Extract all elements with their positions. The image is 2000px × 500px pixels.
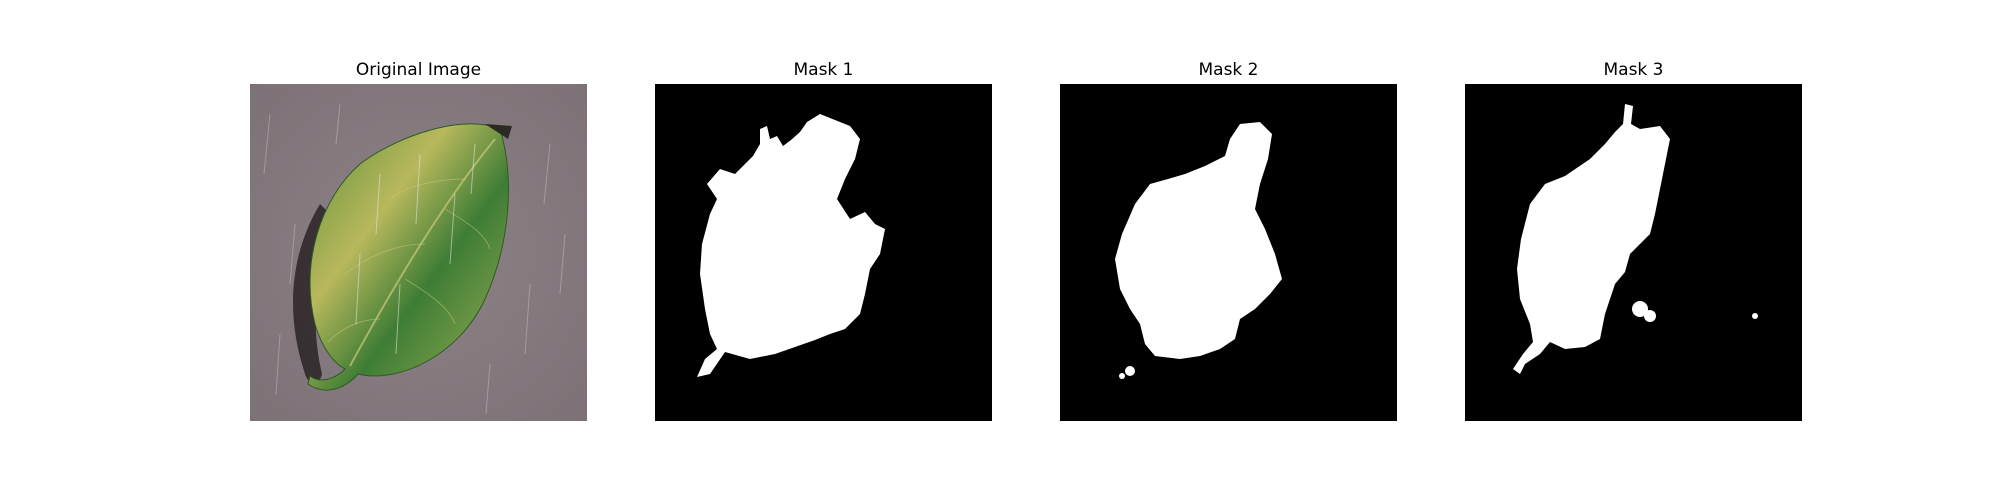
mask-1 [655,84,992,421]
leaf-shape [307,123,509,391]
panel-title: Mask 3 [1603,60,1664,80]
mask-2-region [1115,122,1282,359]
mask-1-image [655,84,992,421]
mask-3-region [1513,104,1670,374]
original-image [250,84,587,421]
mask-2 [1060,84,1397,421]
mask-2-image [1060,84,1397,421]
panel-title: Mask 1 [793,60,854,80]
mask-3 [1465,84,1802,421]
mask-1-region [697,114,885,377]
mask-3-image [1465,84,1802,421]
panel-title: Mask 2 [1198,60,1259,80]
panel-title: Original Image [355,60,482,80]
leaf-photo [250,84,587,421]
